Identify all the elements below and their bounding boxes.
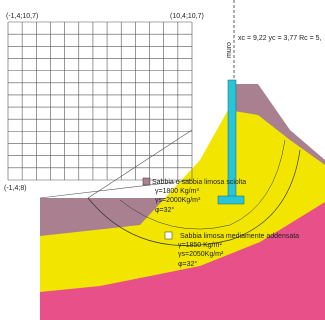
guide-line xyxy=(87,129,193,199)
grid xyxy=(7,21,193,181)
legend-swatch xyxy=(164,231,173,240)
layer-bottom xyxy=(40,202,325,320)
layer-prop: γ=1850 Kg/m² xyxy=(178,242,222,249)
layer-prop: φ=32° xyxy=(155,206,174,214)
slip-circle-inner xyxy=(119,139,286,230)
layer-prop: γs=2050Kg/m² xyxy=(178,251,224,258)
guide-line xyxy=(39,179,193,199)
slip-circle xyxy=(87,149,301,246)
layer-name: Sabbia o sabbia limosa sciolta xyxy=(152,179,246,186)
grid-label: (-1,4;8) xyxy=(4,185,27,192)
layer-prop: γ=1800 Kg/m³ xyxy=(155,188,199,195)
grid-label: (10,4;10,7) xyxy=(170,13,204,20)
wall-label: muro xyxy=(226,42,233,58)
legend-swatch xyxy=(142,177,151,186)
wall-base xyxy=(217,195,245,205)
grid-label: (-1,4;10,7) xyxy=(6,13,38,20)
layer-prop: γs=2000Kg/m³ xyxy=(155,197,201,204)
layer-name: Sabbia limosa mediamente addensata xyxy=(180,233,299,240)
circle-info: xc = 9,22 yc = 3,77 Rc = 5, xyxy=(238,35,322,42)
layer-prop: φ=32° xyxy=(178,260,197,268)
